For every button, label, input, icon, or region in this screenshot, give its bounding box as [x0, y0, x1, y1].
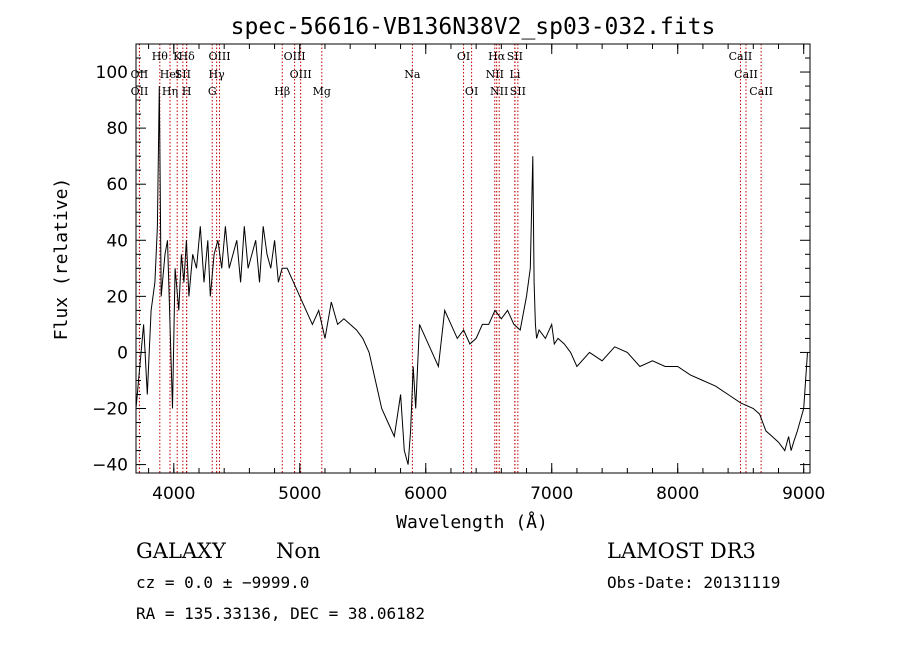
emission-line-label: Hβ [274, 85, 290, 98]
x-axis-label: Wavelength (Å) [396, 511, 548, 533]
y-tick-label: 0 [117, 343, 128, 363]
emission-line-label: CaII [749, 85, 773, 98]
y-tick-label: −40 [92, 456, 128, 476]
emission-line-label: OIII [284, 50, 306, 63]
emission-line-label: H [182, 85, 192, 98]
x-tick-label: 5000 [278, 484, 321, 504]
emission-line-label: HeI [160, 68, 180, 81]
spectrum-series [135, 86, 808, 465]
y-tick-label: 100 [96, 63, 128, 83]
survey-name: LAMOST DR3 [607, 539, 756, 563]
y-tick-label: 80 [106, 119, 128, 139]
chart-title: spec-56616-VB136N38V2_sp03-032.fits [231, 14, 716, 40]
object-subclass: Non [276, 539, 321, 563]
emission-line-label: Na [404, 68, 421, 81]
emission-line-label: Hδ [179, 50, 196, 63]
x-axis: 4000 5000 6000 7000 8000 9000 [148, 44, 825, 504]
y-axis-label: Flux (relative) [51, 178, 72, 341]
emission-line-label: OIII [208, 50, 230, 63]
y-tick-label: 60 [106, 175, 128, 195]
plot-frame [135, 43, 811, 474]
y-tick-label: −20 [92, 400, 128, 420]
emission-line-label: NII [490, 85, 508, 98]
spectrum-flux-line [135, 86, 808, 465]
x-tick-label: 6000 [404, 484, 447, 504]
emission-line-label: CaII [729, 50, 753, 63]
emission-line-markers [138, 44, 762, 473]
emission-line-label: Mg [313, 85, 331, 98]
x-tick-label: 4000 [152, 484, 195, 504]
x-tick-label: 7000 [530, 484, 573, 504]
emission-line-label: Hα [488, 50, 506, 63]
emission-line-label: CaII [734, 68, 758, 81]
emission-line-label: OI [457, 50, 470, 63]
object-class: GALAXY [136, 539, 227, 563]
emission-line-label: SII [507, 50, 523, 63]
emission-line-label: Hη [162, 85, 178, 98]
obs-date: Obs-Date: 20131119 [607, 573, 780, 592]
x-tick-label: 9000 [782, 484, 825, 504]
emission-line-label: OI [465, 85, 478, 98]
x-tick-label: 8000 [656, 484, 699, 504]
emission-line-label: Hθ [152, 50, 169, 63]
emission-line-label: OIII [290, 68, 312, 81]
emission-line-label: OII [131, 68, 149, 81]
y-axis: −40 −20 0 20 40 60 80 100 [92, 57, 810, 476]
coordinates-readout: RA = 135.33136, DEC = 38.06182 [136, 604, 425, 623]
emission-line-label: OII [131, 85, 149, 98]
emission-line-label: NII [486, 68, 504, 81]
y-tick-label: 20 [106, 287, 128, 307]
redshift-readout: cz = 0.0 ± −9999.0 [136, 573, 309, 592]
emission-line-label: SII [175, 68, 191, 81]
emission-line-label: K [173, 50, 182, 63]
emission-line-label: G [208, 85, 217, 98]
emission-line-label: Li [510, 68, 521, 81]
y-tick-label: 40 [106, 231, 128, 251]
emission-line-label: Hγ [209, 68, 226, 81]
emission-line-label: SII [510, 85, 526, 98]
